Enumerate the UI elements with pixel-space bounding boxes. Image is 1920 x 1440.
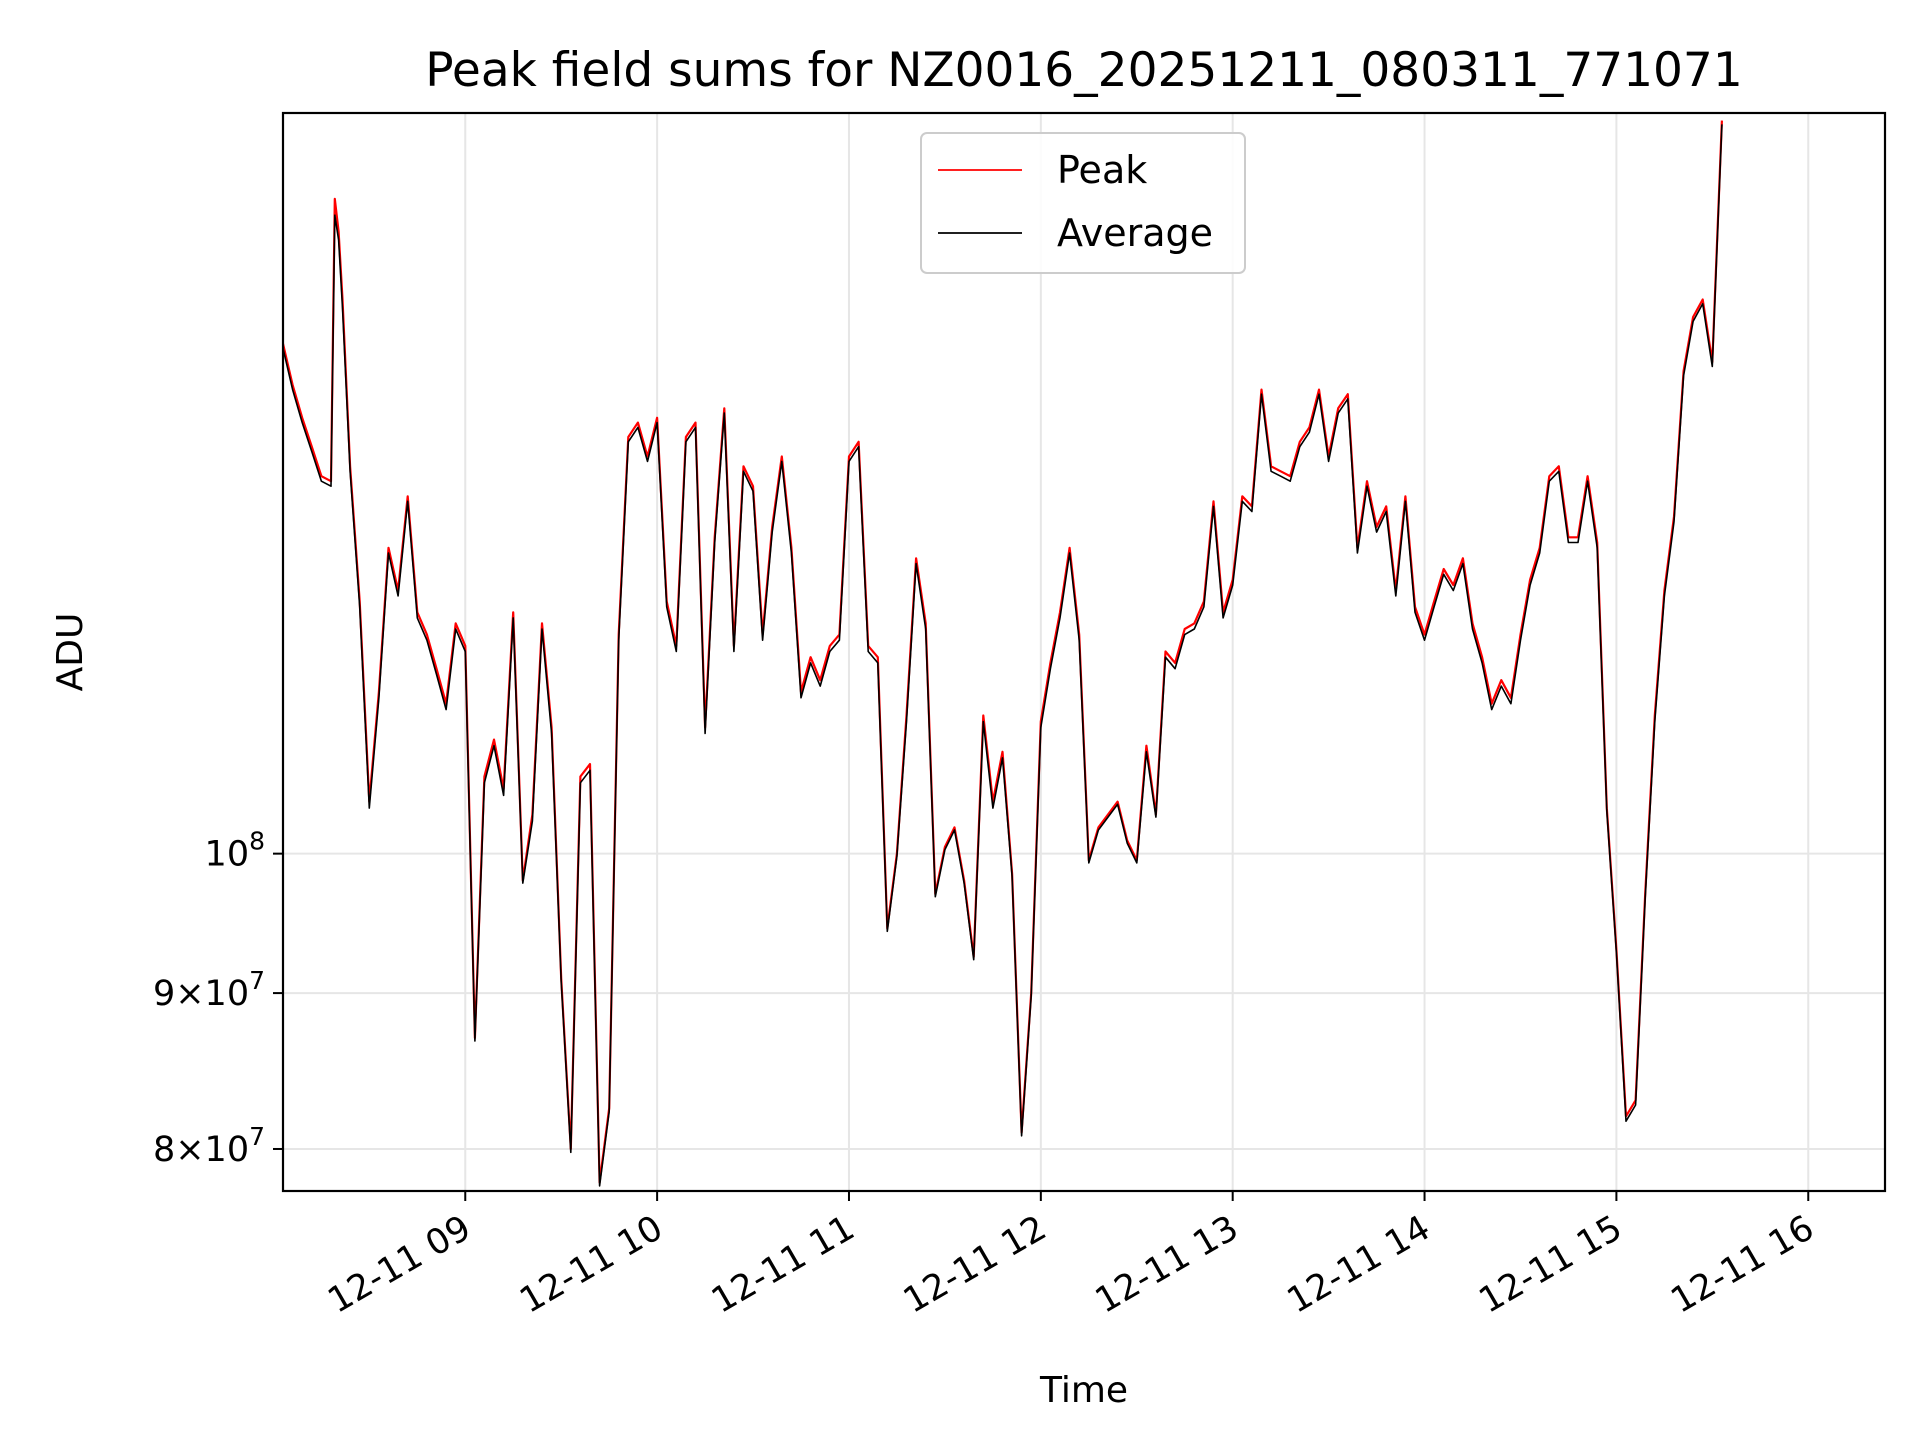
chart-title: Peak field sums for NZ0016_20251211_0803… [425,43,1742,98]
y-ticks: 8×107 9×107 108 [153,827,283,1170]
legend-label-peak: Peak [1057,148,1147,192]
legend-box [920,132,1246,274]
x-axis-label: Time [1039,1370,1128,1411]
series-line-average [283,124,1723,1187]
legend-label-average: Average [1057,211,1213,255]
y-tick-label: 108 [205,827,265,875]
series-layer [283,120,1723,1187]
y-tick-label: 9×107 [153,966,265,1014]
y-axis-label: ADU [50,613,91,692]
legend: Peak Average [920,132,1246,274]
plot-frame [281,111,1887,1193]
y-tick-label: 8×107 [153,1122,265,1170]
